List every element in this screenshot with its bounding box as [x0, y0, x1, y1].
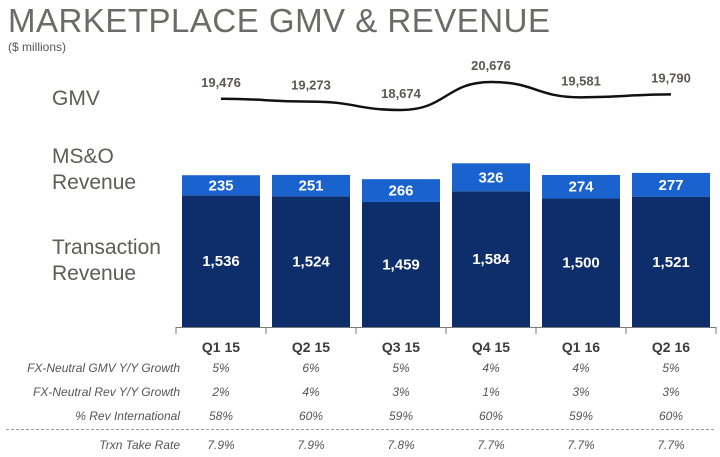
stats-cell: 2% [212, 385, 230, 399]
stats-row: FX-Neutral Rev Y/Y Growth 2% 4% 3% 1% 3% 3% [0, 382, 720, 404]
transaction-bar [362, 201, 440, 327]
x-axis-label: Q2 15 [292, 339, 330, 355]
mso-label-line2: Revenue [52, 171, 137, 194]
mso-value-label: 274 [568, 179, 594, 196]
mso-bar [182, 175, 260, 196]
stats-cell: 7.9% [297, 438, 325, 452]
transaction-value-label: 1,500 [562, 255, 600, 272]
mso-value-label: 235 [208, 177, 233, 194]
gmv-value-label: 19,476 [201, 75, 241, 90]
transaction-value-label: 1,584 [472, 251, 510, 268]
transaction-label-line1: Transaction [52, 236, 161, 259]
x-axis-label: Q4 15 [472, 339, 510, 355]
gmv-row-label: GMV [52, 87, 100, 110]
stats-cell: 5% [392, 361, 410, 375]
mso-value-label: 251 [298, 178, 323, 195]
mso-value-label: 326 [478, 169, 503, 186]
stats-row: % Rev International 58% 60% 59% 60% 59% 60% [0, 406, 720, 428]
stats-cell: 1% [482, 385, 500, 399]
revenue-chart: 1,536 235 1,524 251 1,459 266 1,584 326 1,500 274… [175, 58, 717, 355]
stats-cell: 7.7% [657, 438, 685, 452]
mso-bar [632, 172, 710, 197]
stats-cell: 60% [658, 409, 684, 423]
stats-cell: 7.8% [387, 438, 415, 452]
mso-bar [362, 179, 440, 202]
stats-row-label: % Rev International [75, 409, 180, 423]
stats-cell: 4% [572, 361, 590, 375]
transaction-bar [182, 195, 260, 327]
stats-cell: 5% [212, 361, 230, 375]
gmv-line [220, 80, 672, 112]
transaction-label-line2: Revenue [52, 262, 137, 285]
mso-bar [542, 174, 620, 199]
transaction-bar [452, 191, 530, 327]
stats-cell: 3% [662, 385, 680, 399]
stats-cell: 3% [392, 385, 410, 399]
stats-cell: 7.9% [207, 438, 235, 452]
gmv-value-label: 20,676 [471, 58, 511, 73]
x-axis-label: Q2 16 [652, 339, 690, 355]
stats-cell: 5% [662, 361, 680, 375]
stats-row-label: FX-Neutral GMV Y/Y Growth [27, 361, 180, 375]
mso-row-label: MS&O Revenue [52, 144, 136, 196]
page-title: MARKETPLACE GMV & REVENUE [8, 2, 551, 39]
mso-bar [452, 163, 530, 192]
transaction-bar [542, 198, 620, 327]
stats-cell: 4% [482, 361, 500, 375]
transaction-value-label: 1,521 [652, 254, 690, 271]
stats-cell: 6% [302, 361, 320, 375]
stats-cell: 58% [208, 409, 234, 423]
stats-divider [6, 429, 714, 430]
mso-value-label: 277 [658, 177, 683, 194]
page-subtitle: ($ millions) [8, 40, 67, 54]
stats-row-label: FX-Neutral Rev Y/Y Growth [33, 385, 180, 399]
gmv-value-label: 18,674 [381, 86, 422, 101]
transaction-bar [632, 196, 710, 327]
stats-cell: 59% [568, 409, 594, 423]
transaction-bar [272, 196, 350, 327]
gmv-value-label: 19,581 [561, 73, 601, 88]
x-axis-label: Q1 16 [562, 339, 600, 355]
transaction-value-label: 1,536 [202, 253, 240, 270]
stats-cell: 60% [478, 409, 504, 423]
stats-cell: 4% [302, 385, 320, 399]
x-axis-label: Q1 15 [202, 339, 240, 355]
stats-cell: 3% [572, 385, 590, 399]
stats-cell: 60% [298, 409, 324, 423]
stats-row: Trxn Take Rate 7.9% 7.9% 7.8% 7.7% 7.7% 7.7% [0, 435, 720, 457]
x-axis-label: Q3 15 [382, 339, 420, 355]
transaction-row-label: Transaction Revenue [52, 235, 161, 287]
mso-label-line1: MS&O [52, 145, 114, 168]
mso-bar [272, 174, 350, 197]
stats-cell: 7.7% [567, 438, 595, 452]
gmv-value-label: 19,273 [291, 78, 331, 93]
stats-cell: 59% [388, 409, 414, 423]
stats-row: FX-Neutral GMV Y/Y Growth 5% 6% 5% 4% 4% 5% [0, 358, 720, 380]
transaction-value-label: 1,459 [382, 256, 420, 273]
gmv-value-label: 19,790 [651, 70, 691, 85]
stats-cell: 7.7% [477, 438, 505, 452]
stats-row-label: Trxn Take Rate [99, 438, 180, 452]
mso-value-label: 266 [388, 183, 413, 200]
transaction-value-label: 1,524 [292, 254, 330, 271]
